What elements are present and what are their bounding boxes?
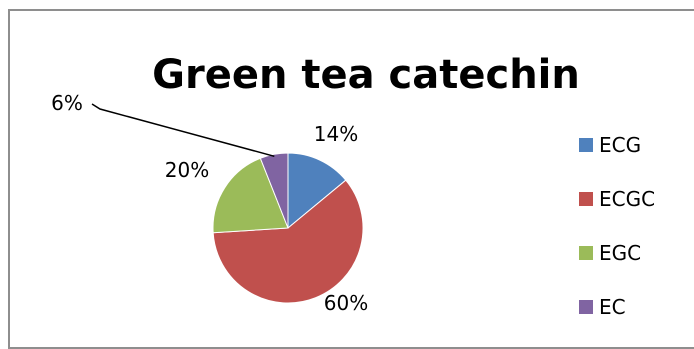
data-label-ec: 6% bbox=[51, 91, 83, 115]
legend-swatch-egc bbox=[579, 246, 593, 260]
pie-chart: Green tea catechin 14% 60% 20% 6% ECG ECGC EG… bbox=[51, 52, 655, 319]
pie-slice-ec bbox=[259, 152, 289, 229]
legend-label-ecg: ECG bbox=[599, 133, 641, 157]
pie-slice-ecgc bbox=[212, 179, 364, 304]
legend: ECG ECGC EGC EC bbox=[579, 133, 655, 319]
legend-label-ecgc: ECGC bbox=[599, 187, 655, 211]
data-label-ecgc: 60% bbox=[324, 291, 368, 315]
chart-frame bbox=[8, 9, 694, 349]
data-label-egc: 20% bbox=[165, 158, 209, 182]
chart-title: Green tea catechin bbox=[152, 52, 580, 98]
legend-label-egc: EGC bbox=[599, 241, 641, 265]
data-labels: 14% 60% 20% 6% bbox=[51, 91, 368, 315]
legend-swatch-ec bbox=[579, 300, 593, 314]
leader-line-ec bbox=[91, 103, 275, 158]
pie-slice-egc bbox=[212, 157, 289, 234]
legend-label-ec: EC bbox=[599, 295, 626, 319]
legend-swatch-ecgc bbox=[579, 192, 593, 206]
legend-swatch-ecg bbox=[579, 138, 593, 152]
data-label-ecg: 14% bbox=[314, 122, 358, 146]
pie-slices bbox=[212, 152, 364, 304]
pie-slice-ecg bbox=[287, 152, 347, 230]
